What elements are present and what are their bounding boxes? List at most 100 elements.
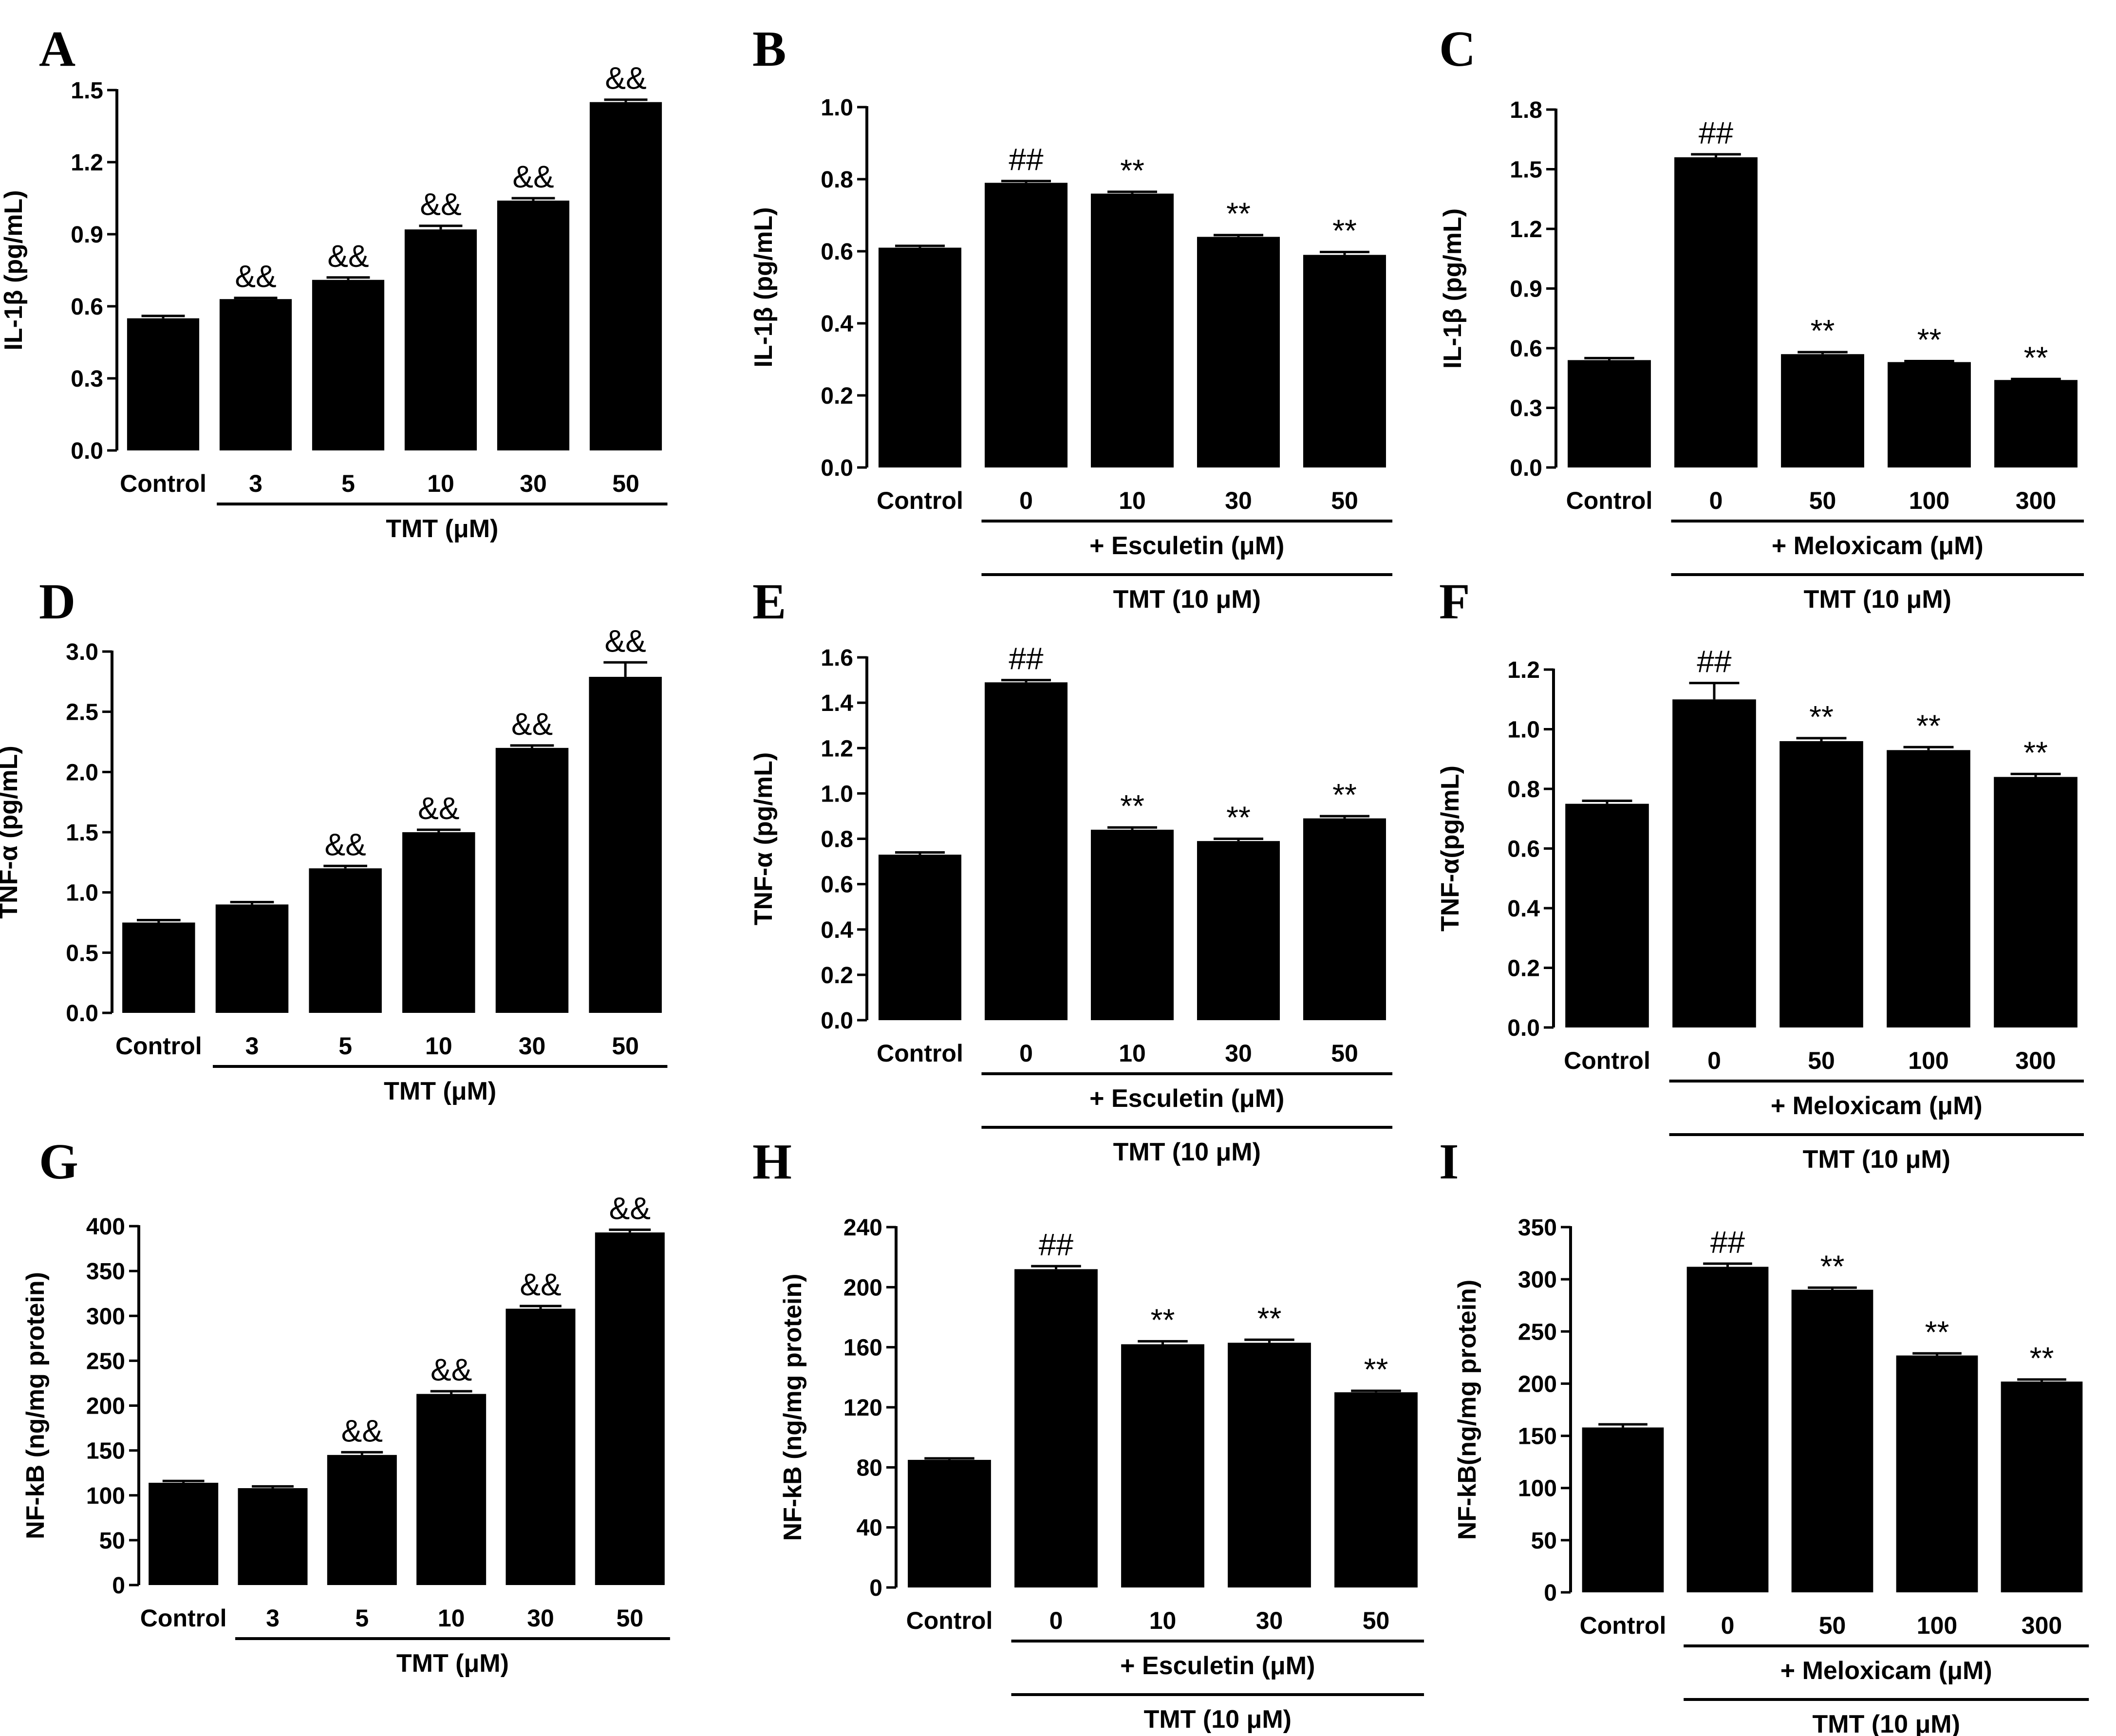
significance-mark: && — [341, 1413, 383, 1448]
significance-mark: && — [324, 827, 366, 862]
panel-a: A 0.0 0.3 0.6 0.9 1.2 1.5 IL-1β (pg/mL) Control &… — [0, 21, 668, 543]
category-label: 300 — [2015, 1047, 2056, 1074]
y-tick-label: 0.2 — [1507, 956, 1540, 982]
significance-mark: && — [605, 61, 646, 96]
bar — [2001, 1381, 2083, 1592]
bar — [1994, 380, 2078, 467]
y-tick-label: 1.0 — [1507, 717, 1540, 743]
category-label: 30 — [1256, 1607, 1283, 1634]
group-label: TMT (μM) — [384, 1077, 496, 1105]
bar — [416, 1394, 487, 1585]
significance-mark: && — [420, 187, 461, 222]
y-tick-label: 0.6 — [821, 239, 853, 265]
y-tick-label: 40 — [857, 1515, 882, 1541]
panel-h: H 0 40 80 120 160 200 240 NF-kB (ng/mg protein) C… — [752, 1134, 1424, 1734]
significance-mark: ** — [2030, 1341, 2054, 1376]
panel-letter: A — [39, 21, 75, 77]
category-label: Control — [877, 487, 963, 514]
y-tick-label: 100 — [86, 1483, 125, 1509]
category-label: 300 — [2016, 487, 2056, 514]
significance-mark: && — [512, 159, 554, 194]
bar — [1888, 362, 1971, 467]
category-label: 0 — [1721, 1612, 1735, 1639]
significance-mark: ** — [1120, 788, 1144, 823]
significance-mark: ** — [2023, 735, 2048, 770]
y-tick-label: 1.5 — [1510, 157, 1542, 183]
bar — [1568, 360, 1651, 467]
bar — [122, 922, 195, 1013]
category-label: 0 — [1707, 1047, 1721, 1074]
bar — [1303, 255, 1386, 467]
category-label: 30 — [519, 1032, 546, 1060]
y-tick-label: 0.3 — [1510, 396, 1542, 422]
category-label: 50 — [612, 1032, 639, 1060]
significance-mark: ## — [1039, 1227, 1074, 1262]
y-tick-label: 0.0 — [821, 455, 853, 481]
y-tick-label: 0.0 — [66, 1001, 98, 1027]
group-label: + Meloxicam (μM) — [1780, 1657, 1992, 1685]
y-tick-label: 0.2 — [821, 383, 853, 409]
bar — [1334, 1392, 1418, 1587]
bar — [878, 247, 962, 467]
significance-mark: ** — [1332, 777, 1357, 812]
y-tick-label: 1.0 — [66, 880, 98, 906]
bar — [1197, 237, 1280, 467]
significance-mark: && — [520, 1267, 561, 1302]
y-axis-label: IL-1β (pg/mL) — [1439, 208, 1467, 369]
category-label: 0 — [1709, 487, 1723, 514]
category-label: 50 — [1331, 1040, 1358, 1067]
group-label: TMT (10 μM) — [1804, 585, 1951, 614]
panel-letter: I — [1439, 1134, 1459, 1190]
category-label: 0 — [1019, 487, 1033, 514]
significance-mark: ** — [1809, 699, 1834, 734]
significance-mark: && — [431, 1352, 472, 1387]
category-label: 10 — [1149, 1607, 1177, 1634]
y-tick-label: 400 — [86, 1214, 125, 1240]
panel-letter: E — [752, 574, 786, 630]
y-tick-label: 80 — [857, 1455, 882, 1481]
bar — [1686, 1267, 1769, 1592]
y-tick-label: 1.6 — [821, 645, 853, 671]
y-tick-label: 0.6 — [71, 294, 103, 320]
category-label: 50 — [1331, 487, 1358, 514]
bar — [219, 299, 292, 450]
y-axis-label: IL-1β (pg/mL) — [0, 190, 28, 350]
category-label: 10 — [427, 470, 454, 497]
category-label: 50 — [1809, 487, 1836, 514]
category-label: Control — [1580, 1612, 1667, 1639]
category-label: 10 — [438, 1605, 465, 1632]
bar — [1090, 829, 1174, 1020]
y-tick-label: 1.2 — [1510, 217, 1542, 243]
significance-mark: ** — [1226, 196, 1251, 231]
significance-mark: && — [235, 259, 276, 294]
y-tick-label: 250 — [86, 1348, 125, 1374]
category-label: 100 — [1917, 1612, 1957, 1639]
bar — [589, 102, 662, 450]
bar — [1994, 777, 2078, 1027]
y-tick-label: 0.9 — [71, 222, 103, 248]
bar — [1674, 157, 1758, 467]
y-tick-label: 0.9 — [1510, 277, 1542, 302]
y-axis-label: TNF-α(pg/mL) — [1436, 765, 1464, 932]
y-tick-label: 150 — [1518, 1424, 1557, 1450]
significance-mark: ** — [1917, 322, 1942, 357]
panel-b: B 0.0 0.2 0.4 0.6 0.8 1.0 IL-1β (pg/mL) Control #… — [749, 21, 1393, 614]
y-tick-label: 200 — [1518, 1371, 1557, 1397]
significance-mark: && — [604, 623, 646, 658]
panel-letter: C — [1439, 21, 1476, 77]
significance-mark: ## — [1697, 644, 1732, 679]
y-tick-label: 150 — [86, 1438, 125, 1464]
bar — [1014, 1269, 1098, 1587]
y-tick-label: 1.2 — [71, 150, 103, 176]
y-tick-label: 0 — [869, 1575, 882, 1601]
y-tick-label: 0.4 — [821, 917, 853, 943]
y-tick-label: 0.6 — [1510, 336, 1542, 362]
category-label: 10 — [1119, 487, 1146, 514]
y-axis-label: IL-1β (pg/mL) — [749, 207, 778, 367]
y-tick-label: 300 — [86, 1304, 125, 1329]
panel-letter: D — [39, 574, 75, 630]
bar — [1781, 354, 1864, 467]
category-label: 50 — [1363, 1607, 1390, 1634]
category-label: 50 — [617, 1605, 644, 1632]
panel-letter: G — [39, 1134, 78, 1190]
